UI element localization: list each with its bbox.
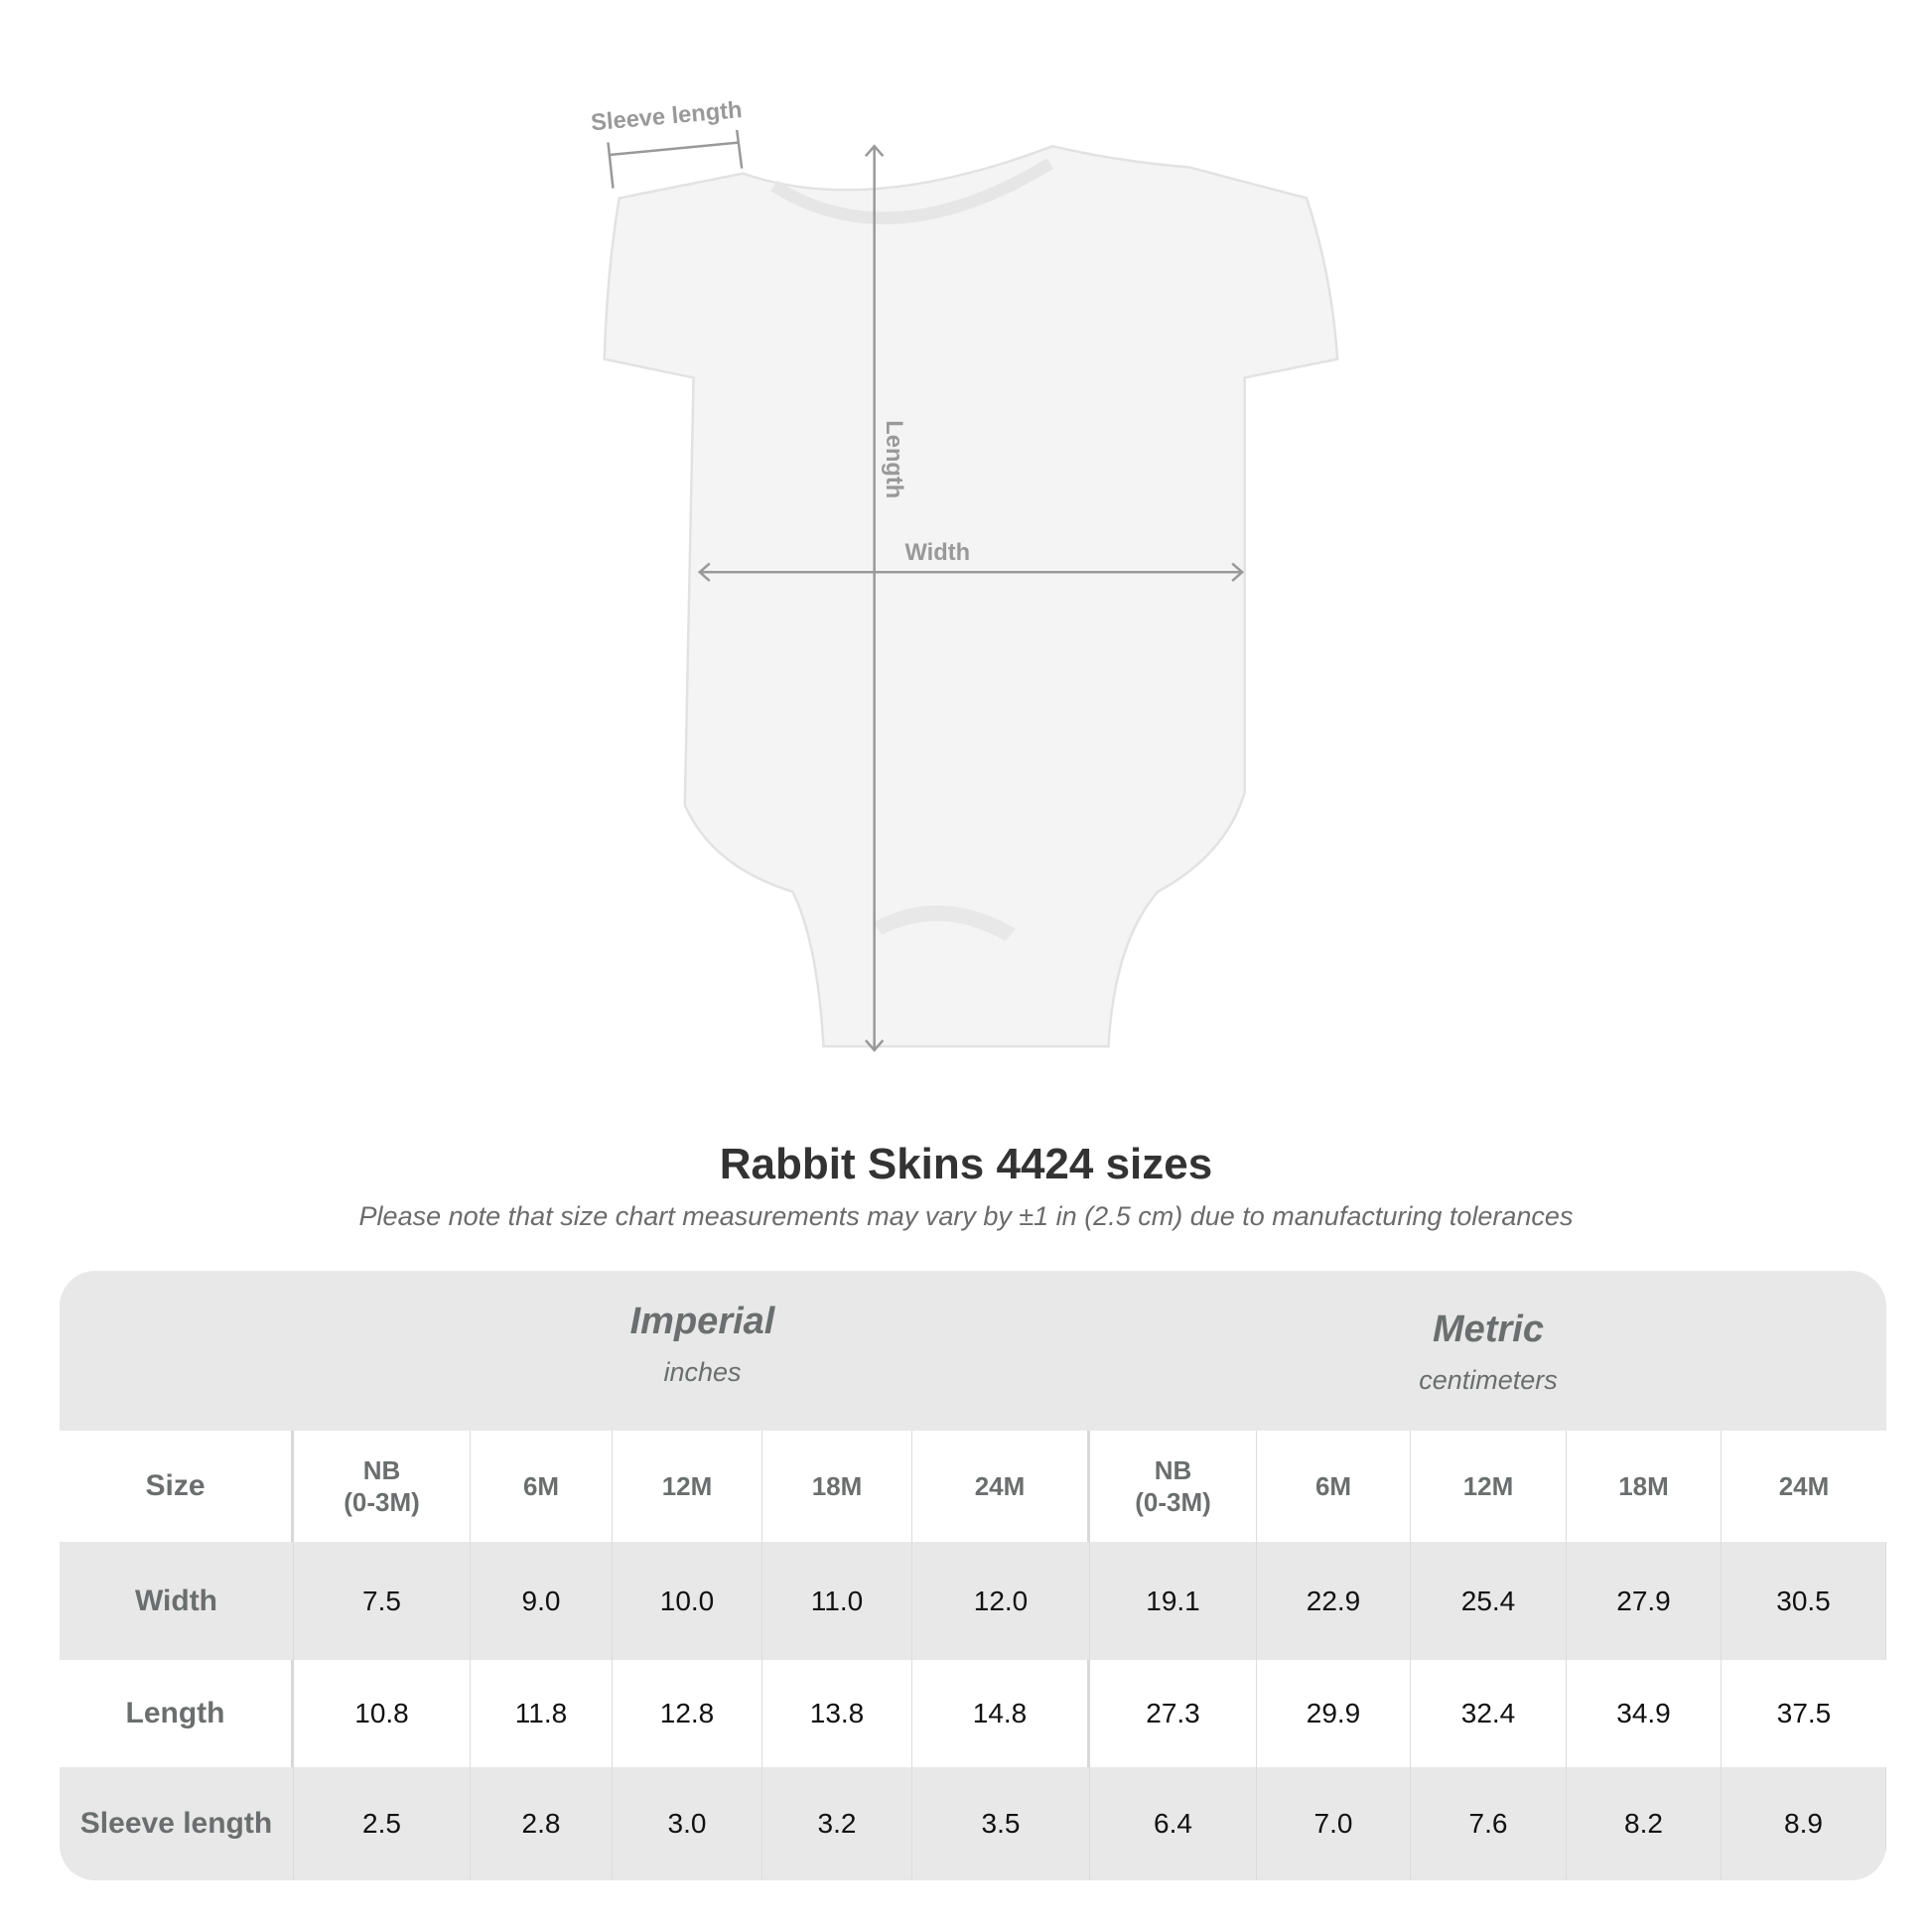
imperial-header: Imperial inches	[294, 1271, 1111, 1460]
imperial-value: 12.0	[912, 1542, 1090, 1660]
imperial-value: 11.0	[762, 1542, 912, 1660]
size-column-header: 6M	[1257, 1431, 1411, 1542]
size-column-header: 12M	[1411, 1431, 1567, 1542]
metric-value: 32.4	[1411, 1660, 1567, 1767]
imperial-value: 12.8	[613, 1660, 762, 1767]
row-label: Width	[60, 1542, 294, 1660]
metric-value: 37.5	[1776, 1698, 1832, 1728]
sleeve-arrow	[610, 141, 740, 157]
metric-value: 30.5	[1722, 1542, 1886, 1660]
width-label: Width	[905, 540, 971, 566]
metric-value: 8.2	[1567, 1767, 1722, 1880]
imperial-value: 14.8	[912, 1660, 1090, 1767]
table-row: Sleeve length 2.5 2.8 3.0 3.2 3.5 6.4 7.0 7.6 8.2…	[60, 1767, 1886, 1880]
onesie-leg-opening	[873, 905, 1016, 942]
metric-value: 29.9	[1257, 1660, 1411, 1767]
metric-value: 19.1	[1090, 1542, 1257, 1660]
size-column-header: 18M	[762, 1431, 912, 1542]
onesie-collar	[770, 158, 1054, 224]
row-label: Length	[60, 1660, 294, 1767]
imperial-value: 7.5	[294, 1542, 471, 1660]
metric-header: Metric centimeters	[1090, 1271, 1886, 1468]
metric-value: 22.9	[1257, 1542, 1411, 1660]
size-table: Imperial inches Metric centimeters Size N…	[60, 1271, 1886, 1880]
metric-label: Metric	[1433, 1309, 1544, 1350]
imperial-value: 11.8	[471, 1660, 613, 1767]
imperial-value: 2.8	[471, 1767, 613, 1880]
onesie-garment	[603, 144, 1339, 1048]
imperial-value: 3.0	[613, 1767, 762, 1880]
size-column-header: NB (0-3M)	[294, 1431, 471, 1542]
length-label: Length	[881, 420, 906, 498]
measure-lines	[607, 129, 1245, 1052]
size-header-row: Size NB (0-3M) 6M 12M 18M 24M NB (0-3M) 6M 12M 18…	[60, 1431, 1886, 1542]
size-column-header: NB (0-3M)	[1090, 1431, 1257, 1542]
imperial-value: 9.0	[471, 1542, 613, 1660]
imperial-value: 2.5	[294, 1767, 471, 1880]
imperial-value: 3.2	[762, 1767, 912, 1880]
size-column-header: 24M	[912, 1431, 1090, 1542]
tolerance-note: Please note that size chart measurements…	[358, 1201, 1574, 1231]
row-label: Sleeve length	[60, 1767, 294, 1880]
size-column-header: 18M	[1567, 1431, 1722, 1542]
metric-value: 27.3	[1090, 1660, 1257, 1767]
imperial-value: 3.5	[912, 1767, 1090, 1880]
imperial-value: 10.8	[294, 1660, 471, 1767]
size-column-header: 12M	[613, 1431, 762, 1542]
sleeve-length-label: Sleeve length	[590, 97, 743, 136]
imperial-label: Imperial	[629, 1301, 775, 1342]
table-row: Width 7.5 9.0 10.0 11.0 12.0 19.1 22.9 25.4 27.9 3…	[60, 1542, 1886, 1660]
imperial-value: 13.8	[762, 1660, 912, 1767]
metric-value: 8.9	[1722, 1767, 1886, 1880]
metric-value: 34.9	[1567, 1660, 1722, 1767]
size-column-header: 24M	[1778, 1470, 1830, 1501]
size-label: Size	[60, 1431, 294, 1542]
metric-value: 27.9	[1567, 1542, 1722, 1660]
metric-unit: centimeters	[1419, 1365, 1558, 1395]
metric-value: 25.4	[1411, 1542, 1567, 1660]
imperial-value: 10.0	[613, 1542, 762, 1660]
imperial-unit: inches	[663, 1357, 742, 1387]
table-row: Length 10.8 11.8 12.8 13.8 14.8 27.3 29.9 32.4 34…	[60, 1660, 1886, 1767]
metric-value: 7.6	[1411, 1767, 1567, 1880]
metric-value: 6.4	[1090, 1767, 1257, 1880]
size-column-header: 6M	[471, 1431, 613, 1542]
metric-value: 7.0	[1257, 1767, 1411, 1880]
page-title: Rabbit Skins 4424 sizes	[719, 1140, 1213, 1188]
